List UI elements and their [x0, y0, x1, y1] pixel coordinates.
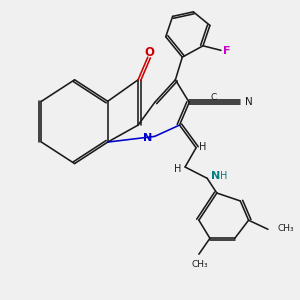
Text: H: H [175, 164, 182, 174]
Text: N: N [143, 133, 152, 142]
Text: O: O [144, 46, 154, 59]
Text: H: H [199, 142, 207, 152]
Text: C: C [211, 93, 217, 102]
Text: F: F [223, 46, 230, 56]
Text: N: N [211, 171, 220, 181]
Text: H: H [220, 171, 227, 181]
Text: N: N [245, 98, 253, 107]
Text: CH₃: CH₃ [278, 224, 294, 232]
Text: CH₃: CH₃ [192, 260, 208, 269]
